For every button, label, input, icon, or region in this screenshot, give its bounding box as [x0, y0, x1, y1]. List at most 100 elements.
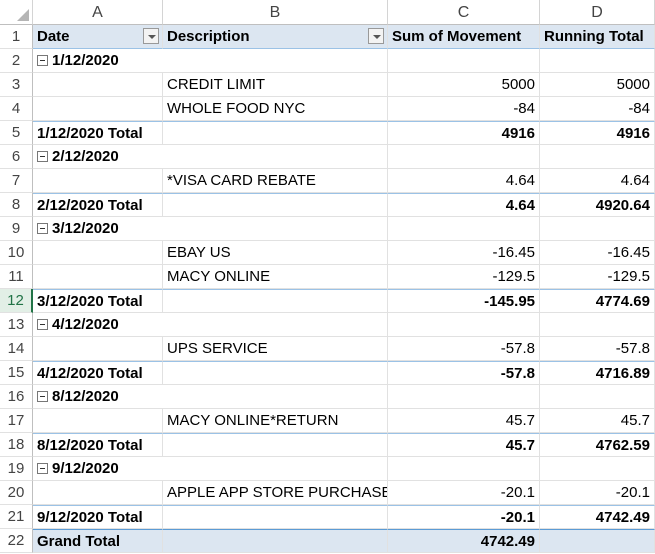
cell[interactable] [33, 97, 163, 121]
filter-button[interactable] [368, 28, 384, 44]
cell[interactable]: MACY ONLINE*RETURN [163, 409, 388, 433]
cell[interactable] [388, 313, 540, 337]
cell[interactable]: EBAY US [163, 241, 388, 265]
row-header[interactable]: 20 [0, 481, 33, 505]
pivot-header[interactable]: Sum of Movement [388, 25, 540, 49]
cell[interactable]: -57.8 [388, 361, 540, 385]
column-header[interactable]: D [540, 0, 655, 25]
cell[interactable]: -57.8 [540, 337, 655, 361]
row-header[interactable]: 18 [0, 433, 33, 457]
cell[interactable] [33, 409, 163, 433]
cell[interactable]: MACY ONLINE [163, 265, 388, 289]
cell[interactable] [163, 385, 388, 409]
cell[interactable]: -57.8 [388, 337, 540, 361]
cell[interactable]: 4762.59 [540, 433, 655, 457]
row-header[interactable]: 8 [0, 193, 33, 217]
cell[interactable]: -129.5 [388, 265, 540, 289]
cell[interactable] [540, 217, 655, 241]
cell[interactable]: -20.1 [388, 505, 540, 529]
row-header[interactable]: 12 [0, 289, 33, 313]
cell[interactable] [163, 529, 388, 553]
cell[interactable] [163, 193, 388, 217]
row-header[interactable]: 22 [0, 529, 33, 553]
collapse-button[interactable] [37, 318, 48, 330]
cell[interactable] [163, 121, 388, 145]
cell[interactable]: 9/12/2020 Total [33, 505, 163, 529]
cell[interactable]: 4742.49 [388, 529, 540, 553]
cell[interactable] [33, 73, 163, 97]
cell[interactable]: 4.64 [540, 169, 655, 193]
cell[interactable] [163, 217, 388, 241]
collapse-button[interactable] [37, 462, 48, 474]
row-header[interactable]: 7 [0, 169, 33, 193]
cell[interactable] [163, 505, 388, 529]
cell[interactable] [33, 265, 163, 289]
cell[interactable]: 4/12/2020 Total [33, 361, 163, 385]
cell[interactable] [33, 241, 163, 265]
collapse-button[interactable] [37, 222, 48, 234]
column-header[interactable]: C [388, 0, 540, 25]
cell[interactable]: 4742.49 [540, 505, 655, 529]
group-cell[interactable]: 8/12/2020 [33, 385, 163, 409]
cell[interactable]: -84 [540, 97, 655, 121]
row-header[interactable]: 16 [0, 385, 33, 409]
column-header[interactable]: A [33, 0, 163, 25]
cell[interactable]: 4.64 [388, 169, 540, 193]
cell[interactable]: 45.7 [388, 433, 540, 457]
cell[interactable] [540, 457, 655, 481]
row-header[interactable]: 17 [0, 409, 33, 433]
cell[interactable] [388, 217, 540, 241]
row-header[interactable]: 13 [0, 313, 33, 337]
filter-button[interactable] [143, 28, 159, 44]
pivot-header[interactable]: Running Total [540, 25, 655, 49]
cell[interactable]: -84 [388, 97, 540, 121]
cell[interactable]: 45.7 [540, 409, 655, 433]
row-header[interactable]: 19 [0, 457, 33, 481]
cell[interactable]: 2/12/2020 Total [33, 193, 163, 217]
group-cell[interactable]: 4/12/2020 [33, 313, 163, 337]
cell[interactable]: 5000 [540, 73, 655, 97]
column-header[interactable]: B [163, 0, 388, 25]
cell[interactable]: 4774.69 [540, 289, 655, 313]
cell[interactable]: UPS SERVICE [163, 337, 388, 361]
row-header[interactable]: 6 [0, 145, 33, 169]
cell[interactable] [163, 145, 388, 169]
cell[interactable] [540, 49, 655, 73]
cell[interactable] [163, 457, 388, 481]
cell[interactable]: -145.95 [388, 289, 540, 313]
cell[interactable] [163, 313, 388, 337]
select-all-corner[interactable] [0, 0, 33, 25]
cell[interactable]: -20.1 [540, 481, 655, 505]
cell[interactable]: CREDIT LIMIT [163, 73, 388, 97]
row-header[interactable]: 9 [0, 217, 33, 241]
cell[interactable]: 45.7 [388, 409, 540, 433]
cell[interactable]: Grand Total [33, 529, 163, 553]
cell[interactable]: 3/12/2020 Total [33, 289, 163, 313]
group-cell[interactable]: 9/12/2020 [33, 457, 163, 481]
cell[interactable] [163, 289, 388, 313]
cell[interactable]: -16.45 [388, 241, 540, 265]
row-header[interactable]: 3 [0, 73, 33, 97]
pivot-header[interactable]: Date [33, 25, 163, 49]
cell[interactable]: -16.45 [540, 241, 655, 265]
collapse-button[interactable] [37, 390, 48, 402]
group-cell[interactable]: 1/12/2020 [33, 49, 163, 73]
cell[interactable] [33, 337, 163, 361]
row-header[interactable]: 21 [0, 505, 33, 529]
cell[interactable]: 4716.89 [540, 361, 655, 385]
cell[interactable] [163, 433, 388, 457]
row-header[interactable]: 14 [0, 337, 33, 361]
cell[interactable] [163, 49, 388, 73]
cell[interactable]: WHOLE FOOD NYC [163, 97, 388, 121]
group-cell[interactable]: 2/12/2020 [33, 145, 163, 169]
row-header[interactable]: 1 [0, 25, 33, 49]
collapse-button[interactable] [37, 54, 48, 66]
row-header[interactable]: 5 [0, 121, 33, 145]
cell[interactable]: 4.64 [388, 193, 540, 217]
cell[interactable]: -129.5 [540, 265, 655, 289]
row-header[interactable]: 11 [0, 265, 33, 289]
cell[interactable]: APPLE APP STORE PURCHASE [163, 481, 388, 505]
cell[interactable] [388, 145, 540, 169]
cell[interactable]: 1/12/2020 Total [33, 121, 163, 145]
cell[interactable]: 4916 [388, 121, 540, 145]
